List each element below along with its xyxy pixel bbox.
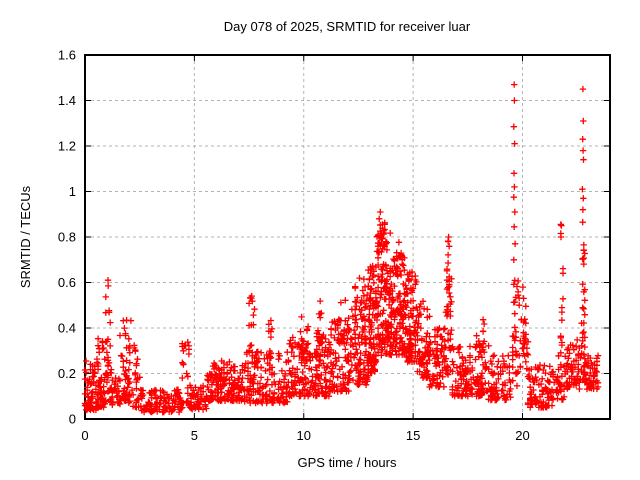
y-tick-label: 1 xyxy=(69,184,76,199)
y-tick-label: 0.4 xyxy=(58,321,76,336)
chart-title: Day 078 of 2025, SRMTID for receiver lua… xyxy=(224,19,471,34)
x-tick-label: 5 xyxy=(191,428,198,443)
x-tick-label: 10 xyxy=(297,428,311,443)
axis-tick-labels: 0 5 10 15 20 0 0.2 0.4 0.6 0.8 1 1.2 1.4 1.6 xyxy=(58,48,530,444)
y-tick-label: 1.2 xyxy=(58,139,76,154)
y-tick-label: 0 xyxy=(69,412,76,427)
x-tick-label: 0 xyxy=(81,428,88,443)
data-points xyxy=(81,81,602,416)
y-tick-label: 0.8 xyxy=(58,230,76,245)
scatter-plus-markers xyxy=(81,81,602,416)
y-tick-label: 1.6 xyxy=(58,48,76,63)
x-tick-label: 20 xyxy=(515,428,529,443)
y-tick-label: 0.6 xyxy=(58,275,76,290)
y-tick-label: 1.4 xyxy=(58,93,76,108)
y-tick-label: 0.2 xyxy=(58,366,76,381)
x-tick-label: 15 xyxy=(406,428,420,443)
y-axis-label: SRMTID / TECUs xyxy=(18,185,33,288)
grid-lines xyxy=(85,55,610,419)
plot-border xyxy=(84,54,611,420)
x-axis-label: GPS time / hours xyxy=(298,455,397,470)
